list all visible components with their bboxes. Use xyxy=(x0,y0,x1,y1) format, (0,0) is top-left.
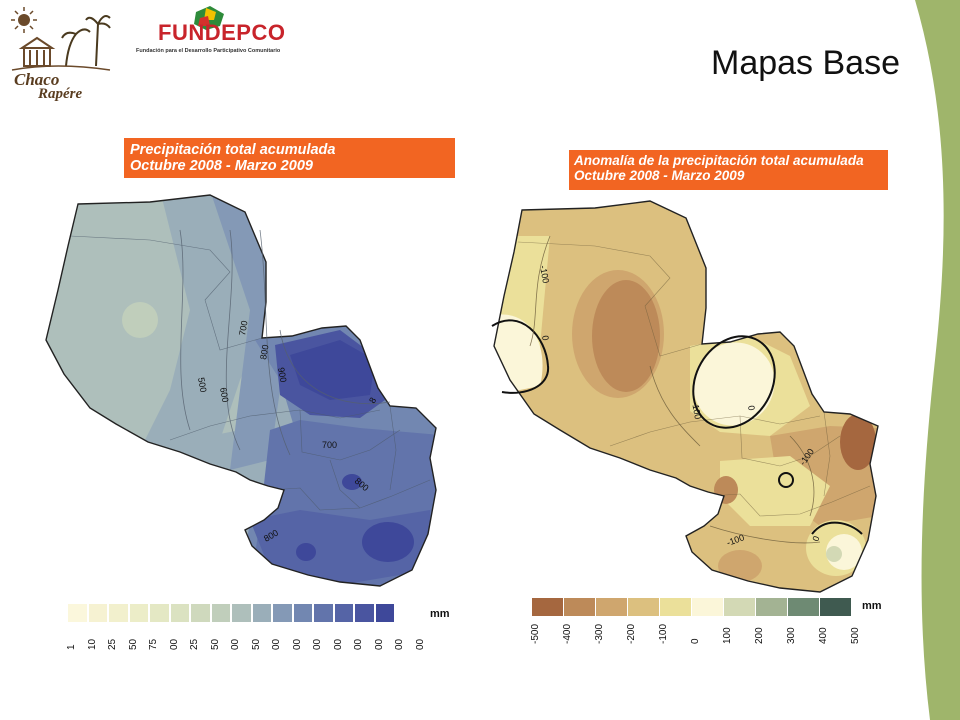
left-map-title-line2: Octubre 2008 - Marzo 2009 xyxy=(130,158,313,174)
precipitation-legend: mm 1 10 25 50 75 00 25 50 00 50 00 00 00 00 00 00 00 00 xyxy=(66,604,468,664)
legend-swatch xyxy=(170,604,189,622)
slide-title: Mapas Base xyxy=(711,44,900,82)
legend-swatch xyxy=(252,604,271,622)
legend-tick-label: -400 xyxy=(562,623,573,644)
legend-swatch xyxy=(660,598,691,616)
legend-swatch xyxy=(596,598,627,616)
legend-tick-label: 00 xyxy=(230,638,241,650)
isoline-label: 700 xyxy=(237,320,249,337)
chaco-logo-text: Chaco xyxy=(14,70,60,89)
legend-tick-label: 50 xyxy=(250,638,262,650)
legend-swatch xyxy=(211,604,230,622)
legend-unit: mm xyxy=(430,608,450,620)
legend-tick-label: 0 xyxy=(690,638,701,644)
legend-swatch xyxy=(692,598,723,616)
right-map-title-line1: Anomalía de la precipitación total acumu… xyxy=(574,153,864,168)
legend-swatch xyxy=(564,598,595,616)
legend-swatch xyxy=(129,604,148,622)
legend-swatch xyxy=(820,598,851,616)
fundepco-name: FUNDEPCO xyxy=(158,20,286,45)
legend-swatch xyxy=(314,604,333,622)
isoline-label: 500 xyxy=(196,377,208,394)
legend-tick-label: 25 xyxy=(107,638,118,650)
legend-swatch xyxy=(788,598,819,616)
fundepco-subtitle: Fundación para el Desarrollo Participati… xyxy=(136,48,281,54)
legend-tick-label: 400 xyxy=(818,627,829,644)
legend-tick-label: -100 xyxy=(658,623,669,644)
legend-tick-label: -300 xyxy=(594,623,605,644)
legend-tick-label: 00 xyxy=(312,638,323,650)
legend-tick-label: 1 xyxy=(66,644,77,650)
legend-swatch xyxy=(88,604,107,622)
legend-tick-label: 00 xyxy=(332,638,344,650)
legend-swatch xyxy=(232,604,251,622)
legend-tick-label: 25 xyxy=(189,638,200,650)
isoline-label: 0 xyxy=(746,405,757,412)
legend-tick-label: 200 xyxy=(754,627,765,644)
isoline-label: 0 xyxy=(540,335,551,342)
legend-tick-label: 00 xyxy=(373,638,385,650)
chaco-rapere-logo: Chaco Rapére xyxy=(6,4,114,104)
fundepco-emblem xyxy=(194,6,224,30)
isoline-label: 900 xyxy=(276,367,288,384)
legend-swatch xyxy=(532,598,563,616)
legend-swatch xyxy=(191,604,210,622)
rapere-logo-text: Rapére xyxy=(38,86,83,102)
left-map-title-line1: Precipitación total acumulada xyxy=(130,142,336,158)
legend-swatch xyxy=(293,604,312,622)
isoline-label: 800 xyxy=(258,344,270,361)
legend-swatch xyxy=(375,604,394,622)
precipitation-map: 500 600 700 800 900 700 800 800 8 xyxy=(45,194,437,587)
legend-tick-label: 100 xyxy=(722,627,733,644)
legend-swatch xyxy=(628,598,659,616)
legend-tick-label: 00 xyxy=(271,638,282,650)
isoline-label: 8 xyxy=(367,396,378,405)
legend-tick-label: 00 xyxy=(353,638,364,650)
legend-tick-label: -200 xyxy=(626,623,637,644)
legend-tick-label: 50 xyxy=(127,638,139,650)
chaco-rapere-emblem xyxy=(11,7,111,71)
legend-tick-label: 00 xyxy=(291,638,303,650)
legend-swatch xyxy=(724,598,755,616)
legend-swatch xyxy=(109,604,128,622)
legend-tick-label: 00 xyxy=(168,638,180,650)
anomaly-legend: mm -500 -400 -300 -200 -100 0 100 200 300 400 500 xyxy=(530,598,902,664)
right-map-title: Anomalía de la precipitación total acumu… xyxy=(569,150,888,190)
left-map-title: Precipitación total acumulada Octubre 20… xyxy=(124,138,455,178)
legend-tick-label: 500 xyxy=(850,627,861,644)
legend-unit: mm xyxy=(862,600,882,612)
legend-tick-label: 300 xyxy=(786,627,797,644)
isoline-label: 0 xyxy=(810,535,821,543)
legend-tick-label: -500 xyxy=(530,623,541,644)
isoline-label: 600 xyxy=(218,387,230,404)
legend-tick-label: 10 xyxy=(86,638,98,650)
isoline-label: -100 xyxy=(538,265,551,284)
fundepco-logo: FUNDEPCO Fundación para el Desarrollo Pa… xyxy=(120,4,290,62)
right-map-title-line2: Octubre 2008 - Marzo 2009 xyxy=(574,168,745,183)
legend-swatch xyxy=(68,604,87,622)
legend-swatch xyxy=(273,604,292,622)
legend-tick-label: 75 xyxy=(148,638,159,650)
isoline-label: 700 xyxy=(322,440,337,450)
legend-swatch xyxy=(756,598,787,616)
isoline-label: -100 xyxy=(690,401,703,420)
precipitation-anomaly-map: -100 0 -100 0 -100 -100 0 xyxy=(491,200,879,593)
legend-tick-label: 00 xyxy=(414,638,426,650)
legend-tick-label: 50 xyxy=(209,638,221,650)
legend-swatch xyxy=(150,604,169,622)
legend-swatch xyxy=(355,604,374,622)
legend-tick-label: 00 xyxy=(394,638,405,650)
legend-swatch xyxy=(334,604,353,622)
